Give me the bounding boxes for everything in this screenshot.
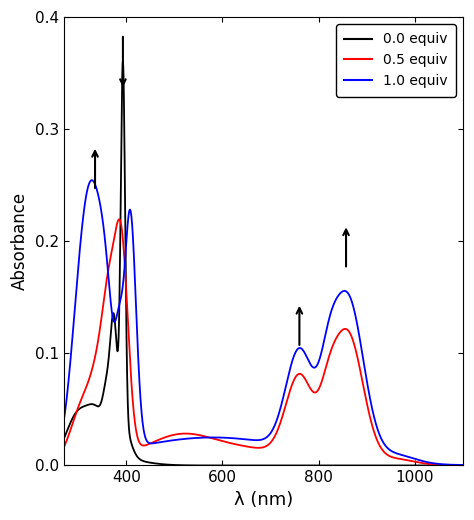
0.5 equiv [410,458,415,464]
0.5 equiv [460,462,466,469]
0.5 equiv [107,261,112,267]
1.0 equiv [410,455,415,461]
Y-axis label: Absorbance: Absorbance [11,192,29,290]
Legend: 0.0 equiv, 0.5 equiv, 1.0 equiv: 0.0 equiv, 0.5 equiv, 1.0 equiv [336,24,456,97]
0.0 equiv [460,462,466,469]
0.0 equiv [231,462,237,469]
Line: 1.0 equiv: 1.0 equiv [64,180,463,465]
0.0 equiv [410,462,415,469]
1.0 equiv [460,462,466,468]
0.5 equiv [452,462,458,469]
1.0 equiv [89,177,95,183]
0.5 equiv [61,445,67,451]
0.0 equiv [61,436,67,442]
0.0 equiv [107,348,112,355]
0.0 equiv [120,58,126,64]
0.5 equiv [231,441,237,447]
0.0 equiv [130,445,136,451]
0.5 equiv [130,402,136,408]
0.5 equiv [116,216,122,223]
0.0 equiv [214,462,220,469]
Line: 0.5 equiv: 0.5 equiv [64,219,463,465]
1.0 equiv [214,434,220,440]
1.0 equiv [231,435,237,441]
Line: 0.0 equiv: 0.0 equiv [64,61,463,465]
0.0 equiv [452,462,458,469]
1.0 equiv [61,418,67,424]
1.0 equiv [107,285,112,291]
1.0 equiv [452,462,458,468]
0.5 equiv [214,436,220,443]
1.0 equiv [130,238,136,244]
X-axis label: λ (nm): λ (nm) [234,491,293,509]
